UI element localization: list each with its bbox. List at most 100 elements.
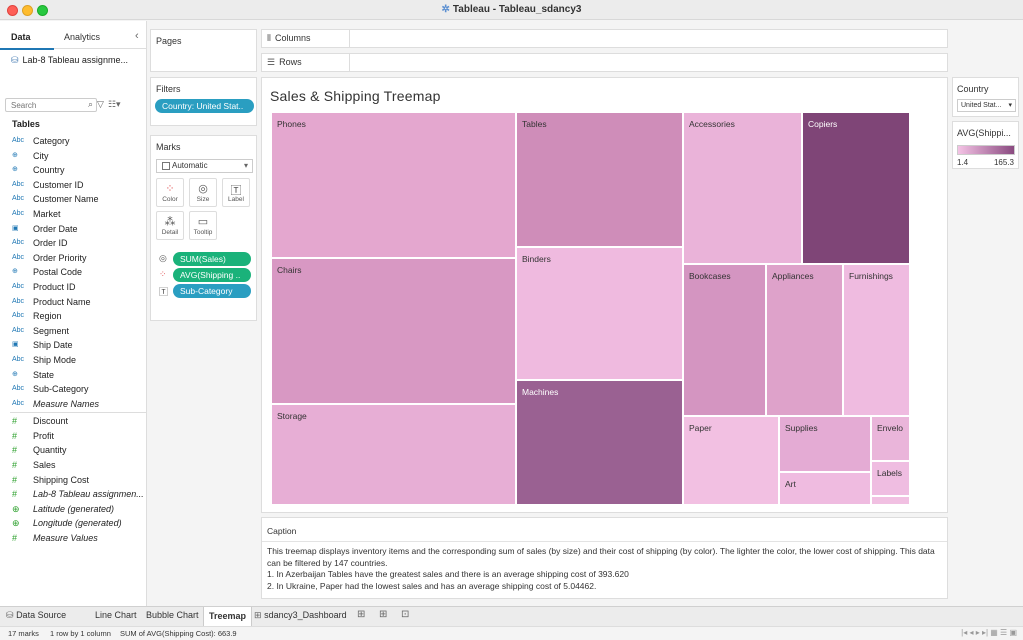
field-item[interactable]: Abc Category [0, 134, 147, 149]
mark-row-size: ◎ SUM(Sales) [156, 252, 256, 266]
field-item[interactable]: # Profit [0, 429, 147, 444]
detail-button[interactable]: ⁂ Detail [156, 211, 184, 240]
collapse-pane-icon[interactable]: ‹ [135, 30, 139, 42]
treemap-tile[interactable]: Art [779, 472, 871, 505]
field-item[interactable]: Abc Market [0, 207, 147, 222]
calendar-type-icon: ▣ [12, 224, 19, 232]
caption-line: 1. In Azerbaijan Tables have the greates… [267, 569, 629, 579]
field-item[interactable]: ⊕ Country [0, 163, 147, 178]
new-worksheet-icon[interactable]: ⊞ [357, 609, 366, 620]
tab-treemap[interactable]: Treemap [203, 607, 253, 627]
treemap-tile[interactable]: Labels [871, 461, 910, 496]
view-options-icon[interactable]: ☷▾ [107, 99, 121, 109]
filter-pill-country[interactable]: Country: United Stat.. [155, 99, 254, 113]
pill-sum-sales[interactable]: SUM(Sales) [173, 252, 251, 266]
field-item[interactable]: ⊕ Latitude (generated) [0, 502, 147, 517]
field-item[interactable]: # Sales [0, 458, 147, 473]
size-button[interactable]: ◎ Size [189, 178, 217, 207]
field-item[interactable]: Abc Product ID [0, 280, 147, 295]
field-item[interactable]: Abc Ship Mode [0, 353, 147, 368]
search-icon[interactable]: ⌕ [88, 99, 94, 109]
field-item[interactable]: ⊕ State [0, 368, 147, 383]
field-label: Order Date [33, 223, 78, 234]
field-item[interactable]: Abc Product Name [0, 295, 147, 310]
country-select[interactable]: United Stat... ▾ [957, 99, 1016, 112]
field-item[interactable]: Abc Order Priority [0, 251, 147, 266]
tab-line-chart[interactable]: Line Chart [95, 610, 137, 620]
field-item[interactable]: Abc Customer Name [0, 192, 147, 207]
treemap-tile[interactable]: Accessories [683, 112, 802, 264]
field-item[interactable]: # Discount [0, 414, 147, 429]
text-label-icon: 🅃 [159, 287, 169, 297]
string-type-icon: Abc [12, 137, 25, 144]
label-button[interactable]: 🅃 Label [222, 178, 250, 207]
field-item[interactable]: # Shipping Cost [0, 473, 147, 488]
tab-bubble-chart[interactable]: Bubble Chart [146, 610, 199, 620]
country-select-value: United Stat... [961, 102, 1002, 109]
datasource-item[interactable]: ⛁ Lab-8 Tableau assignme... [11, 55, 128, 66]
tab-analytics[interactable]: Analytics [64, 32, 101, 42]
globe-type-icon: ⊕ [12, 268, 18, 276]
field-item[interactable]: Abc Region [0, 309, 147, 324]
tab-dashboard[interactable]: ⊞ sdancy3_Dashboard [254, 610, 347, 621]
treemap-tile[interactable]: Chairs [271, 258, 516, 404]
field-item[interactable]: Abc Measure Names [0, 397, 147, 412]
field-item[interactable]: ▣ Ship Date [0, 338, 147, 353]
tab-data[interactable]: Data [11, 32, 31, 42]
sheet-navigation-icons[interactable]: |◂ ◂ ▸ ▸| ▦ ☰ ▣ [961, 628, 1017, 637]
treemap-tile[interactable]: Supplies [779, 416, 871, 472]
number-type-icon: # [12, 489, 18, 500]
treemap-tile-label: Binders [522, 254, 551, 264]
pages-shelf[interactable]: Pages [150, 29, 257, 72]
field-item[interactable]: ⊕ Postal Code [0, 265, 147, 280]
treemap-tile[interactable]: Phones [271, 112, 516, 258]
pill-sub-category[interactable]: Sub-Category [173, 284, 251, 298]
field-item[interactable]: ▣ Order Date [0, 222, 147, 237]
new-dashboard-icon[interactable]: ⊞ [379, 609, 388, 620]
treemap-tile[interactable]: Binders [516, 247, 683, 380]
field-item[interactable]: Abc Segment [0, 324, 147, 339]
tab-divider [54, 48, 147, 49]
new-story-icon[interactable]: ⊡ [401, 609, 410, 620]
field-item[interactable]: ⊕ Longitude (generated) [0, 516, 147, 531]
minimize-window-button[interactable] [22, 5, 33, 16]
field-item[interactable]: Abc Sub-Category [0, 382, 147, 397]
treemap-tile[interactable]: Storage [271, 404, 516, 505]
treemap-tile[interactable]: Paper [683, 416, 779, 505]
treemap-tile[interactable] [871, 496, 910, 505]
treemap-tile[interactable]: Machines [516, 380, 683, 505]
filter-icon[interactable]: ▽ [97, 99, 104, 109]
field-label: Customer ID [33, 179, 84, 190]
mark-type-select[interactable]: Automatic ▾ [156, 159, 253, 173]
caption-line: This treemap displays inventory items an… [267, 546, 935, 568]
treemap-tile-label: Bookcases [689, 271, 731, 281]
datasource-icon: ⛁ [11, 55, 19, 65]
viz-area: Sales & Shipping Treemap Phones Chairs Sto… [261, 77, 948, 513]
pill-avg-shipping[interactable]: AVG(Shipping .. [173, 268, 251, 282]
filters-shelf[interactable]: Filters Country: United Stat.. [150, 77, 257, 126]
field-item[interactable]: # Lab-8 Tableau assignmen... [0, 487, 147, 502]
database-icon: ⛁ [6, 610, 14, 620]
search-input[interactable] [5, 98, 97, 112]
number-type-icon: # [12, 474, 18, 485]
field-item[interactable]: ⊕ City [0, 149, 147, 164]
treemap-tile[interactable]: Envelo [871, 416, 910, 461]
tooltip-button[interactable]: ▭ Tooltip [189, 211, 217, 240]
field-item[interactable]: # Quantity [0, 443, 147, 458]
treemap-tile[interactable]: Furnishings [843, 264, 910, 416]
treemap-tile[interactable]: Copiers [802, 112, 910, 264]
field-item[interactable]: # Measure Values [0, 531, 147, 546]
treemap-tile[interactable]: Tables [516, 112, 683, 247]
close-window-button[interactable] [7, 5, 18, 16]
color-button[interactable]: ⁘ Color [156, 178, 184, 207]
treemap-tile[interactable]: Appliances [766, 264, 843, 416]
treemap-tile[interactable]: Bookcases [683, 264, 766, 416]
string-type-icon: Abc [12, 282, 25, 290]
field-item[interactable]: Abc Customer ID [0, 178, 147, 193]
rows-shelf[interactable]: ☰ Rows [261, 53, 948, 72]
columns-shelf[interactable]: ⦀ Columns [261, 29, 948, 48]
tab-data-source[interactable]: ⛁ Data Source [6, 610, 66, 621]
zoom-window-button[interactable] [37, 5, 48, 16]
field-item[interactable]: Abc Order ID [0, 236, 147, 251]
field-label: Sub-Category [33, 384, 89, 395]
